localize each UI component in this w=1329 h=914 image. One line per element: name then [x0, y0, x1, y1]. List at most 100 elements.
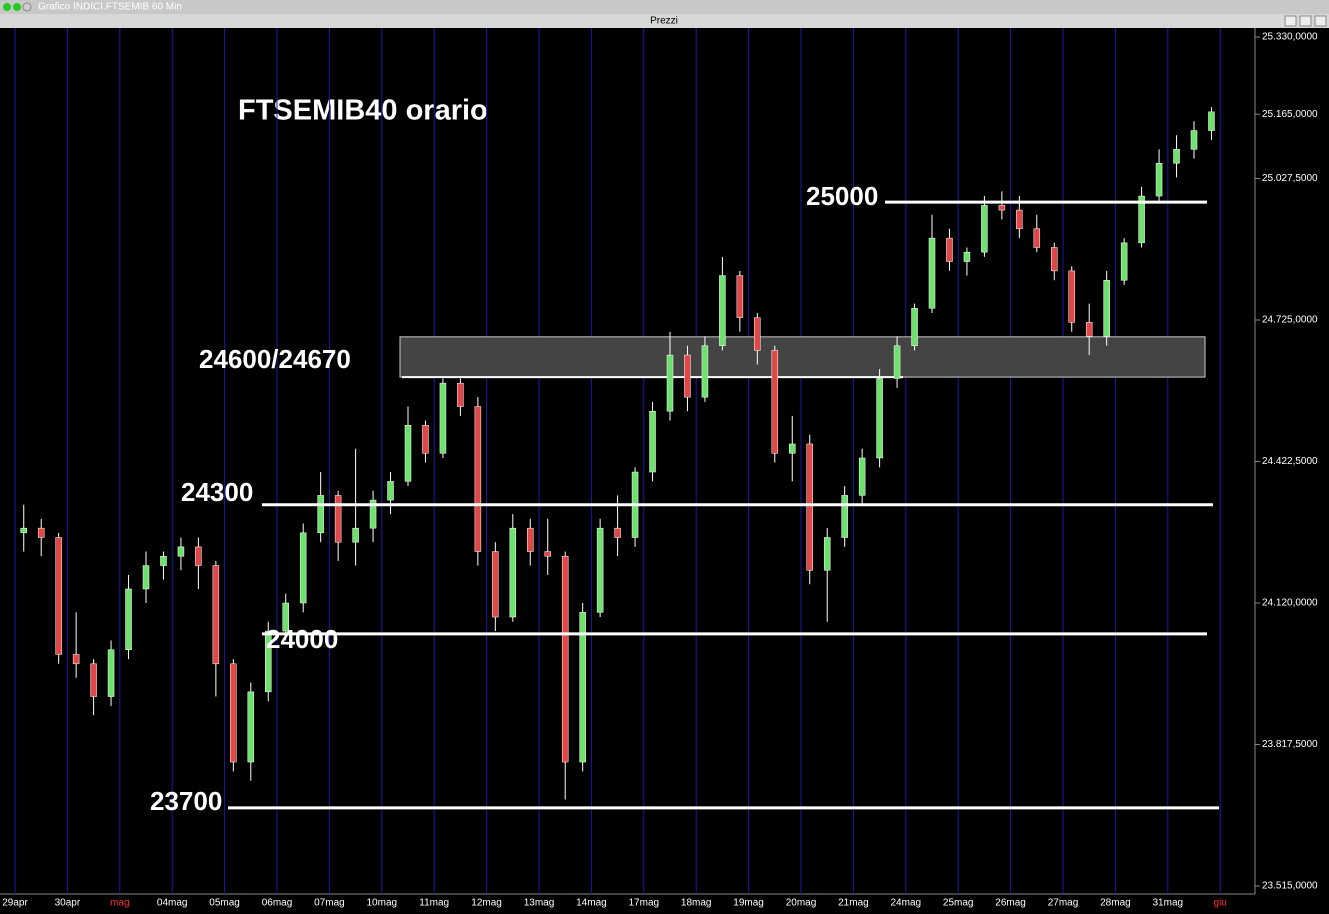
x-tick-label: 14mag	[576, 898, 607, 909]
candle-body	[177, 546, 185, 557]
window-title: Grafico INDICI.FTSEMIB 60 Min	[38, 2, 182, 13]
y-tick-label: 25.027,5000	[1262, 173, 1318, 184]
status-dot	[3, 3, 11, 11]
y-tick-label: 25.165,0000	[1262, 109, 1318, 120]
y-tick-label: 24.120,0000	[1262, 598, 1318, 609]
y-tick-label: 25.330,0000	[1262, 32, 1318, 43]
y-tick-label: 23.817,5000	[1262, 739, 1318, 750]
x-tick-label: 05mag	[209, 898, 240, 909]
x-tick-label: 19mag	[733, 898, 764, 909]
x-tick-label: 31mag	[1153, 898, 1184, 909]
candle-body	[893, 345, 901, 379]
x-tick-label: 12mag	[471, 898, 502, 909]
x-tick-label: 11mag	[419, 898, 449, 909]
candle-body	[544, 551, 551, 557]
level-label: 24300	[181, 477, 253, 507]
maximize-button[interactable]	[1299, 15, 1312, 27]
support-zone	[399, 336, 1206, 378]
candle-body	[596, 527, 604, 613]
x-tick-label: 18mag	[681, 898, 712, 909]
candle-body	[265, 630, 272, 693]
candle-body	[754, 317, 761, 351]
x-tick-label: 17mag	[629, 898, 660, 909]
x-tick-label: 26mag	[995, 898, 1026, 909]
minimize-button[interactable]	[1284, 15, 1297, 27]
panel-title: Prezzi	[650, 16, 678, 27]
x-tick-label: 28mag	[1100, 898, 1131, 909]
x-tick-label: 29apr	[2, 898, 28, 909]
candle-body	[928, 237, 936, 309]
candle-body	[858, 457, 866, 496]
candle-body	[439, 382, 447, 454]
candle-body	[282, 602, 289, 632]
candle-body	[561, 555, 569, 763]
candle-body	[474, 406, 482, 552]
candle-body	[492, 551, 499, 618]
candle-body	[20, 527, 27, 534]
x-tick-label: 20mag	[786, 898, 817, 909]
candle-body	[1190, 130, 1198, 150]
candle-body	[736, 275, 744, 318]
candle-body	[125, 588, 132, 651]
candle-body	[981, 205, 988, 253]
candle-body	[649, 410, 656, 473]
candle-body	[579, 612, 586, 763]
x-tick-label: 13mag	[524, 898, 555, 909]
x-tick-label: mag	[110, 898, 129, 909]
close-button[interactable]	[1314, 15, 1327, 27]
x-tick-label: 27mag	[1048, 898, 1079, 909]
x-tick-label: 04mag	[157, 898, 188, 909]
candle-body	[55, 537, 62, 655]
candle-body	[1033, 228, 1041, 248]
candle-body	[998, 205, 1006, 211]
candle-body	[457, 382, 464, 407]
candle-body	[1208, 111, 1215, 131]
candle-body	[90, 663, 97, 697]
candle-body	[509, 527, 517, 618]
candle-body	[1085, 322, 1093, 337]
candle-body	[701, 345, 709, 398]
candle-body	[195, 546, 202, 566]
candle-body	[404, 424, 412, 482]
candle-body	[387, 481, 394, 501]
level-label: 24000	[266, 624, 338, 654]
candle-body	[771, 350, 779, 454]
candle-body	[876, 378, 883, 459]
candle-body	[212, 565, 220, 665]
candle-body	[946, 237, 953, 262]
candle-body	[684, 354, 691, 398]
level-label: 25000	[806, 181, 878, 211]
candle-body	[527, 527, 534, 552]
x-tick-label: 10mag	[367, 898, 398, 909]
x-tick-label: 25mag	[943, 898, 974, 909]
candle-body	[963, 251, 971, 262]
candle-body	[369, 499, 377, 529]
candle-body	[1173, 149, 1180, 164]
title-bar	[0, 0, 1329, 14]
y-tick-label: 24.422,5000	[1262, 456, 1318, 467]
candle-body	[352, 527, 359, 543]
candle-body	[317, 495, 324, 534]
level-label: 24600/24670	[199, 344, 351, 374]
status-dot	[22, 2, 32, 12]
x-tick-label: 21mag	[838, 898, 869, 909]
candle-body	[230, 663, 237, 763]
x-tick-label: 24mag	[891, 898, 922, 909]
y-tick-label: 23.515,0000	[1262, 881, 1318, 892]
candle-body	[719, 275, 726, 346]
candle-body	[160, 555, 167, 566]
candle-body	[1120, 242, 1128, 281]
candle-body	[107, 649, 115, 697]
candle-body	[422, 424, 429, 454]
candle-body	[789, 443, 796, 454]
candle-body	[247, 691, 255, 763]
candle-body	[142, 565, 150, 590]
candle-body	[72, 654, 80, 665]
candle-body	[666, 354, 674, 412]
candle-body	[841, 495, 848, 538]
x-tick-label: 30apr	[55, 898, 81, 909]
candle-body	[823, 537, 831, 571]
x-tick-label: giu	[1214, 898, 1227, 909]
